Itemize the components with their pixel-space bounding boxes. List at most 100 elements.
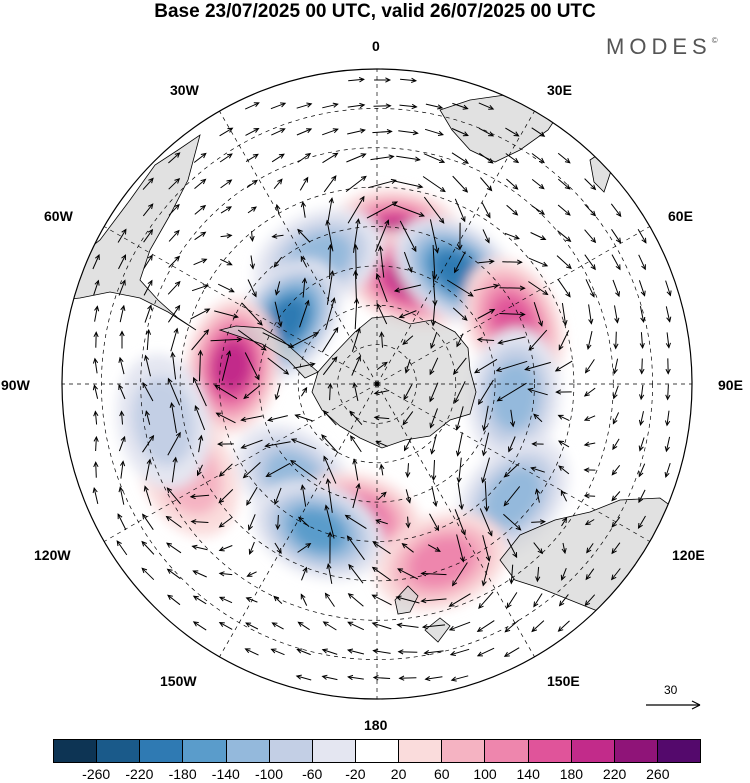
wind-arrow <box>585 279 595 297</box>
wind-arrow-head <box>512 184 519 190</box>
wind-arrow-head <box>458 504 464 511</box>
wind-arrow <box>456 333 464 347</box>
wind-arrow-head <box>118 356 124 363</box>
wind-arrow-head <box>590 237 597 244</box>
wind-arrow <box>449 621 471 631</box>
antarctic-peninsula-land <box>218 325 319 379</box>
wind-arrow-head <box>531 441 538 447</box>
wind-arrow <box>504 232 520 240</box>
brand-mark: © <box>711 36 718 45</box>
wind-arrow <box>555 360 573 372</box>
wind-arrow-head <box>540 235 547 240</box>
wind-arrow-head <box>665 394 671 401</box>
wind-arrow-head <box>497 339 504 345</box>
wind-arrow <box>372 622 392 630</box>
wind-arrow-head <box>584 520 591 526</box>
wind-arrow-head <box>379 331 385 338</box>
lon-label-0: 0 <box>372 38 380 54</box>
wind-arrow <box>586 543 594 553</box>
wind-arrow <box>638 489 646 503</box>
wind-arrow <box>638 515 646 529</box>
wind-arrow <box>349 410 363 426</box>
colorbar-cell <box>54 740 98 762</box>
wind-arrow <box>301 567 307 581</box>
wind-arrow <box>399 677 417 679</box>
wind-arrow-head <box>666 290 672 297</box>
wind-arrow-head <box>535 576 541 583</box>
wind-arrow-head <box>148 177 154 184</box>
wind-arrow <box>297 229 311 243</box>
wind-arrow-head <box>452 369 459 376</box>
wind-arrow <box>584 178 596 190</box>
wind-arrow <box>323 175 337 193</box>
wind-arrow <box>94 306 98 322</box>
wind-arrow <box>373 650 391 654</box>
wind-arrow <box>219 127 233 137</box>
wind-arrow <box>166 542 182 554</box>
wind-arrow-head <box>462 104 469 110</box>
wind-arrow-head <box>610 574 617 581</box>
wind-arrow-head <box>639 343 645 349</box>
wind-arrow-head <box>271 233 278 239</box>
wind-arrow-head <box>379 463 385 470</box>
wind-arrow <box>247 206 257 214</box>
wind-arrow-head <box>460 216 466 223</box>
wind-arrow <box>612 412 620 424</box>
wind-arrow-head <box>503 651 510 657</box>
wind-arrow <box>193 621 207 631</box>
wind-arrow <box>374 390 390 394</box>
wind-arrow-head <box>200 152 207 159</box>
anomaly-contour <box>265 297 308 345</box>
wind-arrow-head <box>244 648 251 654</box>
wind-arrow-head <box>174 255 181 262</box>
wind-arrow <box>482 457 490 483</box>
wind-arrow <box>300 387 308 397</box>
wind-arrow-head <box>613 343 619 350</box>
wind-arrow <box>347 104 365 108</box>
wind-arrow-head <box>483 506 490 513</box>
wind-arrow <box>528 388 548 396</box>
wind-arrow-head <box>405 522 411 529</box>
wind-arrow <box>322 103 338 109</box>
wind-arrow <box>219 463 233 477</box>
wind-arrow-head <box>218 497 225 504</box>
wind-arrow <box>399 104 417 108</box>
wind-arrow-head <box>118 383 124 391</box>
wind-arrow-head <box>350 435 356 442</box>
wind-arrow-head <box>557 414 564 420</box>
wind-arrow <box>216 412 236 424</box>
wind-arrow-head <box>372 648 379 654</box>
wind-arrow <box>558 330 570 350</box>
wind-arrow <box>398 130 418 134</box>
wind-arrow <box>506 538 518 558</box>
wind-arrow <box>505 153 519 163</box>
wind-arrow <box>327 564 333 584</box>
wind-arrow-head <box>401 543 408 549</box>
wind-arrow <box>584 387 596 397</box>
wind-arrow-head <box>353 297 360 304</box>
wind-arrow <box>302 202 306 218</box>
wind-arrow <box>272 234 284 238</box>
wind-arrow-head <box>566 263 572 270</box>
wind-arrow-head <box>612 393 618 400</box>
wind-arrow-head <box>493 283 500 289</box>
wind-arrow <box>372 566 392 582</box>
wind-arrow <box>478 127 494 137</box>
wind-arrow-head <box>93 461 99 468</box>
wind-arrow <box>584 594 596 606</box>
wind-arrow-head <box>527 387 534 393</box>
wind-arrow <box>92 254 100 270</box>
wind-arrow <box>478 260 494 264</box>
wind-arrow-head <box>344 514 351 520</box>
wind-arrow-head <box>462 158 469 164</box>
wind-arrow-head <box>558 465 565 471</box>
wind-arrow <box>245 128 259 136</box>
wind-arrow <box>167 281 181 295</box>
wind-arrow-head <box>249 263 255 270</box>
wind-arrow <box>639 306 645 322</box>
wind-arrow <box>557 178 571 190</box>
wind-arrow <box>277 514 279 530</box>
wind-arrow <box>298 621 310 631</box>
wind-arrow-head <box>485 555 491 562</box>
wind-arrow-head <box>93 410 99 417</box>
